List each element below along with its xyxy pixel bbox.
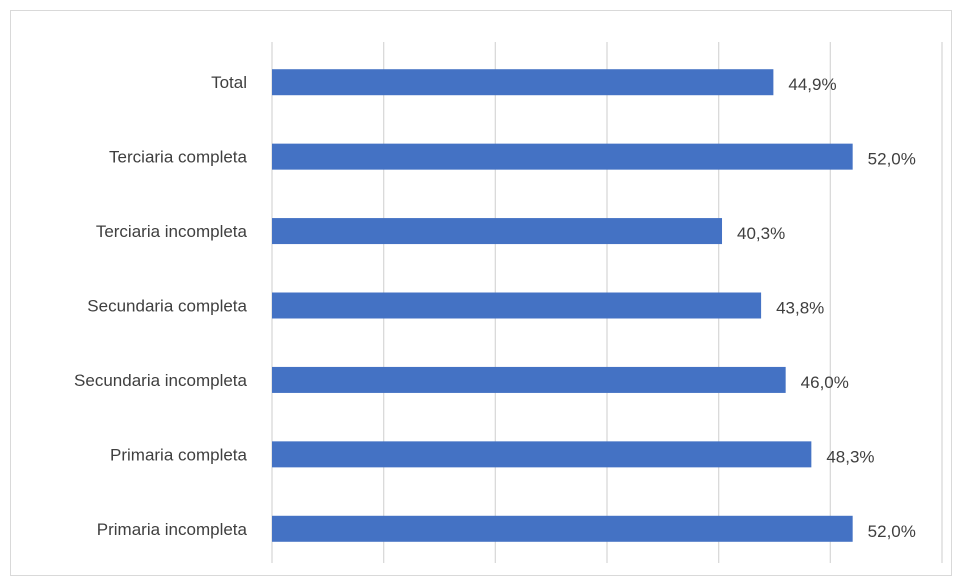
category-label: Secundaria incompleta (74, 371, 247, 390)
value-labels: 44,9% 52,0% 40,3% 43,8% 46,0% 48,3% 52,0% (737, 75, 916, 541)
bar (272, 69, 774, 96)
bar (272, 366, 786, 393)
category-label: Total (211, 73, 247, 92)
value-label: 48,3% (826, 447, 874, 466)
category-label: Primaria completa (110, 445, 248, 464)
category-label: Primaria incompleta (97, 520, 248, 539)
value-label: 52,0% (868, 522, 916, 541)
category-label: Secundaria completa (87, 297, 247, 316)
bar (272, 143, 853, 170)
bar (272, 218, 723, 245)
value-label: 40,3% (737, 224, 785, 243)
category-label: Terciaria incompleta (96, 222, 248, 241)
bar (272, 515, 853, 542)
value-label: 44,9% (788, 75, 836, 94)
bar (272, 292, 762, 319)
category-labels: Total Terciaria completa Terciaria incompl… (74, 73, 247, 539)
value-label: 43,8% (776, 299, 824, 318)
bars (272, 69, 853, 542)
value-label: 52,0% (868, 150, 916, 169)
bar (272, 441, 812, 468)
value-label: 46,0% (801, 373, 849, 392)
category-label: Terciaria completa (109, 148, 247, 167)
